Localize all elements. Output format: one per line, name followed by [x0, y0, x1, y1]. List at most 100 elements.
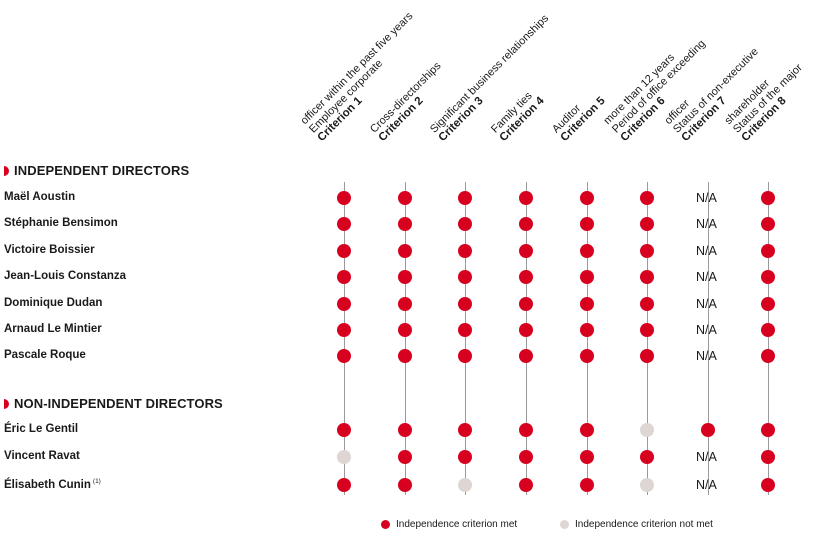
director-name-text: Arnaud Le Mintier	[4, 323, 102, 335]
criterion-met-dot	[580, 270, 594, 284]
criterion-met-dot	[580, 191, 594, 205]
column-line-5	[587, 182, 588, 495]
criterion-met-dot	[519, 349, 533, 363]
criterion-met-dot	[640, 191, 654, 205]
criterion-met-dot	[640, 217, 654, 231]
not-applicable-label: N/A	[696, 478, 717, 492]
section-non-independent-directors: NON-INDEPENDENT DIRECTORS	[4, 396, 223, 411]
director-name-text: Pascale Roque	[4, 349, 86, 361]
section-title: NON-INDEPENDENT DIRECTORS	[14, 396, 223, 411]
criterion-met-dot	[640, 323, 654, 337]
criterion-met-dot	[761, 244, 775, 258]
criterion-met-dot	[337, 270, 351, 284]
section-title: INDEPENDENT DIRECTORS	[14, 163, 190, 178]
director-name: Jean-Louis Constanza	[4, 270, 126, 282]
not-applicable-label: N/A	[696, 244, 717, 258]
criterion-header-4: Family ties Criterion 4	[489, 86, 547, 144]
criterion-met-dot	[761, 217, 775, 231]
criterion-met-dot	[458, 349, 472, 363]
criterion-met-dot	[398, 423, 412, 437]
criterion-met-dot	[519, 423, 533, 437]
criterion-not-met-dot	[640, 478, 654, 492]
section-independent-directors: INDEPENDENT DIRECTORS	[4, 163, 189, 178]
section-marker-icon	[4, 165, 9, 176]
criterion-met-dot	[398, 244, 412, 258]
criterion-met-dot	[761, 478, 775, 492]
director-name: Éric Le Gentil	[4, 423, 78, 435]
criterion-met-dot	[640, 349, 654, 363]
director-name: Victoire Boissier	[4, 244, 95, 256]
director-name-text: Vincent Ravat	[4, 450, 80, 462]
director-name: Pascale Roque	[4, 349, 86, 361]
legend-met-label: Independence criterion met	[396, 519, 518, 530]
criterion-met-dot	[458, 270, 472, 284]
criterion-met-dot	[337, 323, 351, 337]
director-name-text: Dominique Dudan	[4, 297, 103, 309]
criterion-met-dot	[580, 478, 594, 492]
column-line-7	[708, 182, 709, 495]
column-line-8	[768, 182, 769, 495]
not-applicable-label: N/A	[696, 349, 717, 363]
criterion-not-met-dot	[337, 450, 351, 464]
criterion-met-dot	[519, 297, 533, 311]
criterion-met-dot	[458, 450, 472, 464]
criterion-met-dot	[519, 217, 533, 231]
director-name: Arnaud Le Mintier	[4, 323, 102, 335]
criterion-met-dot	[580, 423, 594, 437]
criterion-met-dot	[580, 297, 594, 311]
criterion-met-dot	[458, 323, 472, 337]
criterion-met-dot	[640, 297, 654, 311]
criterion-header-1: officer within the past five years Employ…	[299, 10, 433, 144]
director-name-text: Victoire Boissier	[4, 244, 95, 256]
criterion-not-met-dot	[458, 478, 472, 492]
criterion-met-dot	[458, 297, 472, 311]
legend-met: Independence criterion met	[381, 519, 517, 530]
legend-not-met-label: Independence criterion not met	[575, 519, 713, 530]
criterion-met-dot	[337, 423, 351, 437]
criterion-met-dot	[519, 244, 533, 258]
criterion-met-dot	[761, 349, 775, 363]
not-applicable-label: N/A	[696, 191, 717, 205]
criterion-met-dot	[761, 270, 775, 284]
criterion-met-dot	[580, 349, 594, 363]
criterion-met-dot	[398, 349, 412, 363]
criterion-met-dot	[519, 191, 533, 205]
criterion-met-dot	[337, 191, 351, 205]
column-line-3	[465, 182, 466, 495]
column-line-6	[647, 182, 648, 495]
criterion-met-dot	[580, 244, 594, 258]
criterion-met-dot	[761, 450, 775, 464]
criterion-not-met-dot	[640, 423, 654, 437]
criterion-met-dot	[337, 244, 351, 258]
legend-not-met: Independence criterion not met	[560, 519, 713, 530]
criterion-met-dot	[337, 297, 351, 311]
criterion-met-dot	[519, 450, 533, 464]
director-name: Dominique Dudan	[4, 297, 102, 309]
criterion-met-dot	[337, 478, 351, 492]
criterion-met-dot	[398, 450, 412, 464]
criterion-met-dot	[398, 297, 412, 311]
not-applicable-label: N/A	[696, 323, 717, 337]
criterion-met-dot	[761, 423, 775, 437]
not-applicable-label: N/A	[696, 270, 717, 284]
met-dot-icon	[381, 520, 390, 529]
director-name: Élisabeth Cunin (1)	[4, 478, 101, 491]
criterion-met-dot	[701, 423, 715, 437]
director-name-text: Stéphanie Bensimon	[4, 217, 118, 229]
footnote-marker: (1)	[92, 478, 101, 485]
column-line-4	[526, 182, 527, 495]
criterion-met-dot	[398, 270, 412, 284]
not-applicable-label: N/A	[696, 450, 717, 464]
criterion-met-dot	[337, 349, 351, 363]
criterion-met-dot	[640, 244, 654, 258]
criterion-met-dot	[458, 191, 472, 205]
director-name-text: Éric Le Gentil	[4, 423, 79, 435]
not-met-dot-icon	[560, 520, 569, 529]
criterion-met-dot	[640, 270, 654, 284]
director-name: Maël Aoustin	[4, 191, 75, 203]
criterion-met-dot	[761, 191, 775, 205]
director-name-text: Jean-Louis Constanza	[4, 270, 127, 282]
criterion-met-dot	[398, 191, 412, 205]
criterion-met-dot	[398, 323, 412, 337]
criterion-met-dot	[458, 244, 472, 258]
